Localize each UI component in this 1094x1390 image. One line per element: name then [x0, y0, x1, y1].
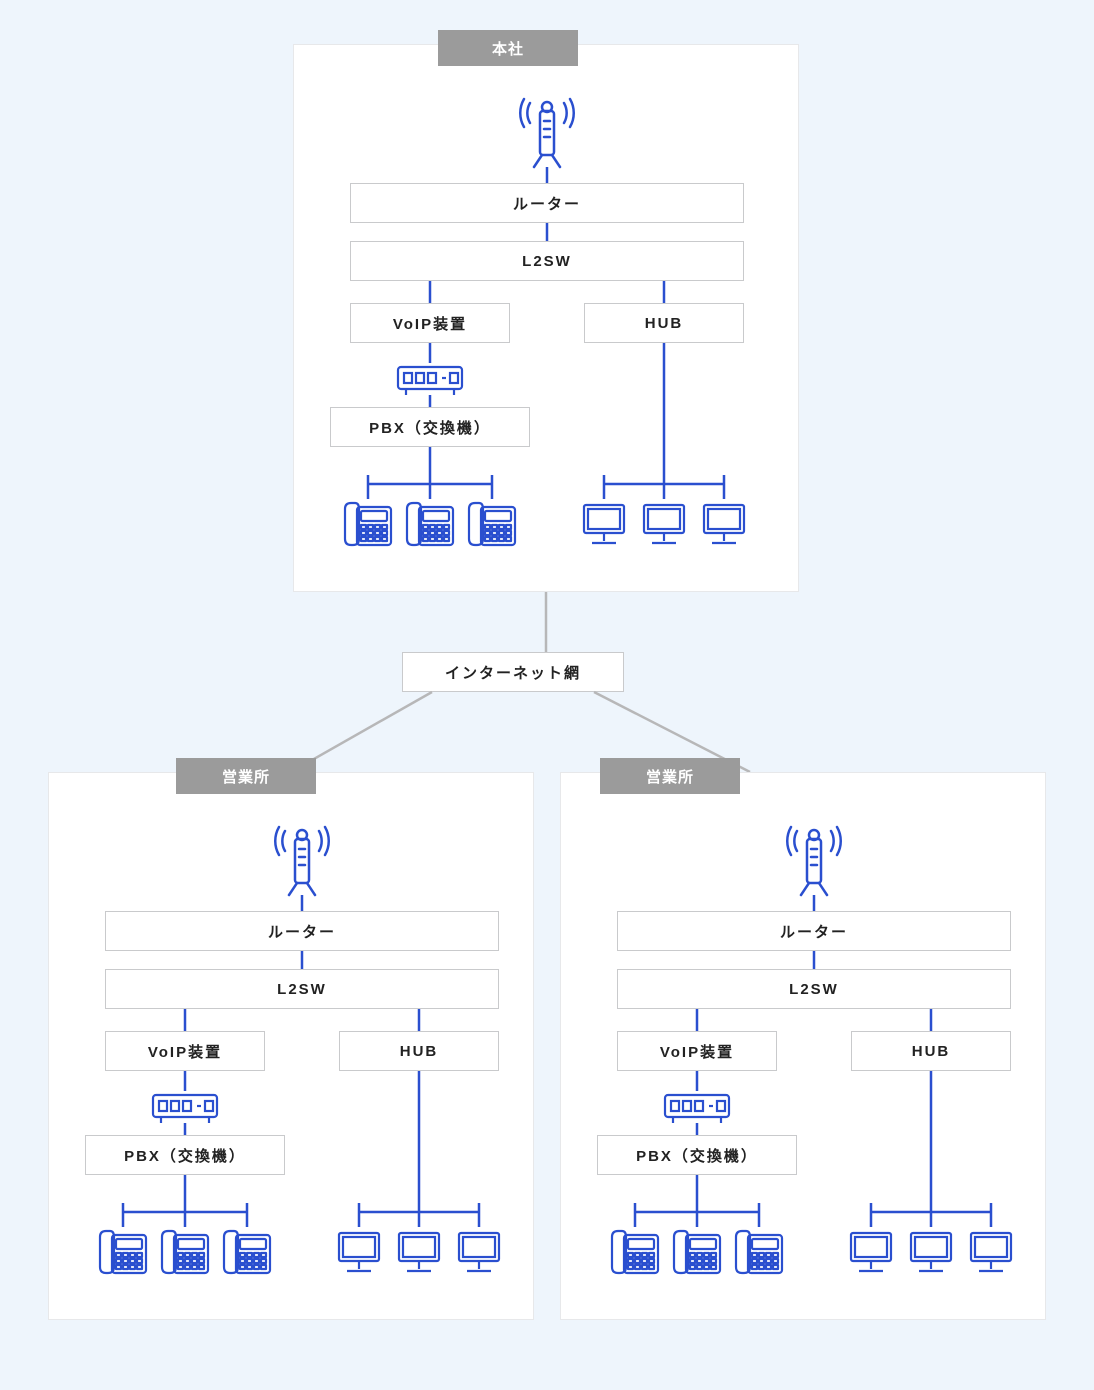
- internet-label: インターネット網: [445, 662, 581, 683]
- pc-icon: [393, 1227, 445, 1277]
- pbx-node: PBX（交換機）: [330, 407, 530, 447]
- router-label: ルーター: [513, 193, 581, 214]
- phone-icon: [220, 1227, 274, 1277]
- hub-node: HUB: [851, 1031, 1011, 1071]
- l2sw-label: L2SW: [277, 981, 327, 998]
- phone-icon: [608, 1227, 662, 1277]
- phone-icon: [670, 1227, 724, 1277]
- pbx-label: PBX（交換機）: [369, 417, 491, 438]
- voip-label: VoIP装置: [393, 313, 467, 334]
- antenna-icon: [771, 825, 857, 897]
- phone-icon: [96, 1227, 150, 1277]
- pc-icon: [965, 1227, 1017, 1277]
- voip-node: VoIP装置: [617, 1031, 777, 1071]
- voip-label: VoIP装置: [660, 1041, 734, 1062]
- pc-icon: [845, 1227, 897, 1277]
- hub-node: HUB: [339, 1031, 499, 1071]
- branch-tab: 営業所: [176, 758, 316, 794]
- hq-tab: 本社: [438, 30, 578, 66]
- pc-icon: [333, 1227, 385, 1277]
- hub-label: HUB: [645, 315, 684, 332]
- voip-label: VoIP装置: [148, 1041, 222, 1062]
- modem-icon: [394, 363, 466, 397]
- l2sw-label: L2SW: [789, 981, 839, 998]
- l2sw-label: L2SW: [522, 253, 572, 270]
- router-node: ルーター: [617, 911, 1011, 951]
- pbx-node: PBX（交換機）: [597, 1135, 797, 1175]
- pc-icon: [905, 1227, 957, 1277]
- l2sw-node: L2SW: [350, 241, 744, 281]
- hub-label: HUB: [912, 1043, 951, 1060]
- phone-icon: [732, 1227, 786, 1277]
- phone-icon: [403, 499, 457, 549]
- internet-node: インターネット網: [402, 652, 624, 692]
- pc-icon: [453, 1227, 505, 1277]
- router-label: ルーター: [268, 921, 336, 942]
- phone-icon: [158, 1227, 212, 1277]
- hub-label: HUB: [400, 1043, 439, 1060]
- modem-icon: [149, 1091, 221, 1125]
- router-node: ルーター: [350, 183, 744, 223]
- pbx-node: PBX（交換機）: [85, 1135, 285, 1175]
- l2sw-node: L2SW: [617, 969, 1011, 1009]
- pc-icon: [578, 499, 630, 549]
- antenna-icon: [504, 97, 590, 169]
- pbx-label: PBX（交換機）: [124, 1145, 246, 1166]
- antenna-icon: [259, 825, 345, 897]
- hq-panel: ルーター L2SW VoIP装置 HUB PBX（交換機）: [293, 44, 799, 592]
- hub-node: HUB: [584, 303, 744, 343]
- pc-icon: [638, 499, 690, 549]
- voip-node: VoIP装置: [350, 303, 510, 343]
- l2sw-node: L2SW: [105, 969, 499, 1009]
- branch-tab: 営業所: [600, 758, 740, 794]
- diagram-canvas: ルーター L2SW VoIP装置 HUB PBX（交換機）: [40, 30, 1054, 1330]
- branch-panel: ルーター L2SW VoIP装置 HUB PBX（交換機）: [48, 772, 534, 1320]
- pc-icon: [698, 499, 750, 549]
- phone-icon: [341, 499, 395, 549]
- router-node: ルーター: [105, 911, 499, 951]
- router-label: ルーター: [780, 921, 848, 942]
- modem-icon: [661, 1091, 733, 1125]
- pbx-label: PBX（交換機）: [636, 1145, 758, 1166]
- voip-node: VoIP装置: [105, 1031, 265, 1071]
- phone-icon: [465, 499, 519, 549]
- branch-panel: ルーター L2SW VoIP装置 HUB PBX（交換機）: [560, 772, 1046, 1320]
